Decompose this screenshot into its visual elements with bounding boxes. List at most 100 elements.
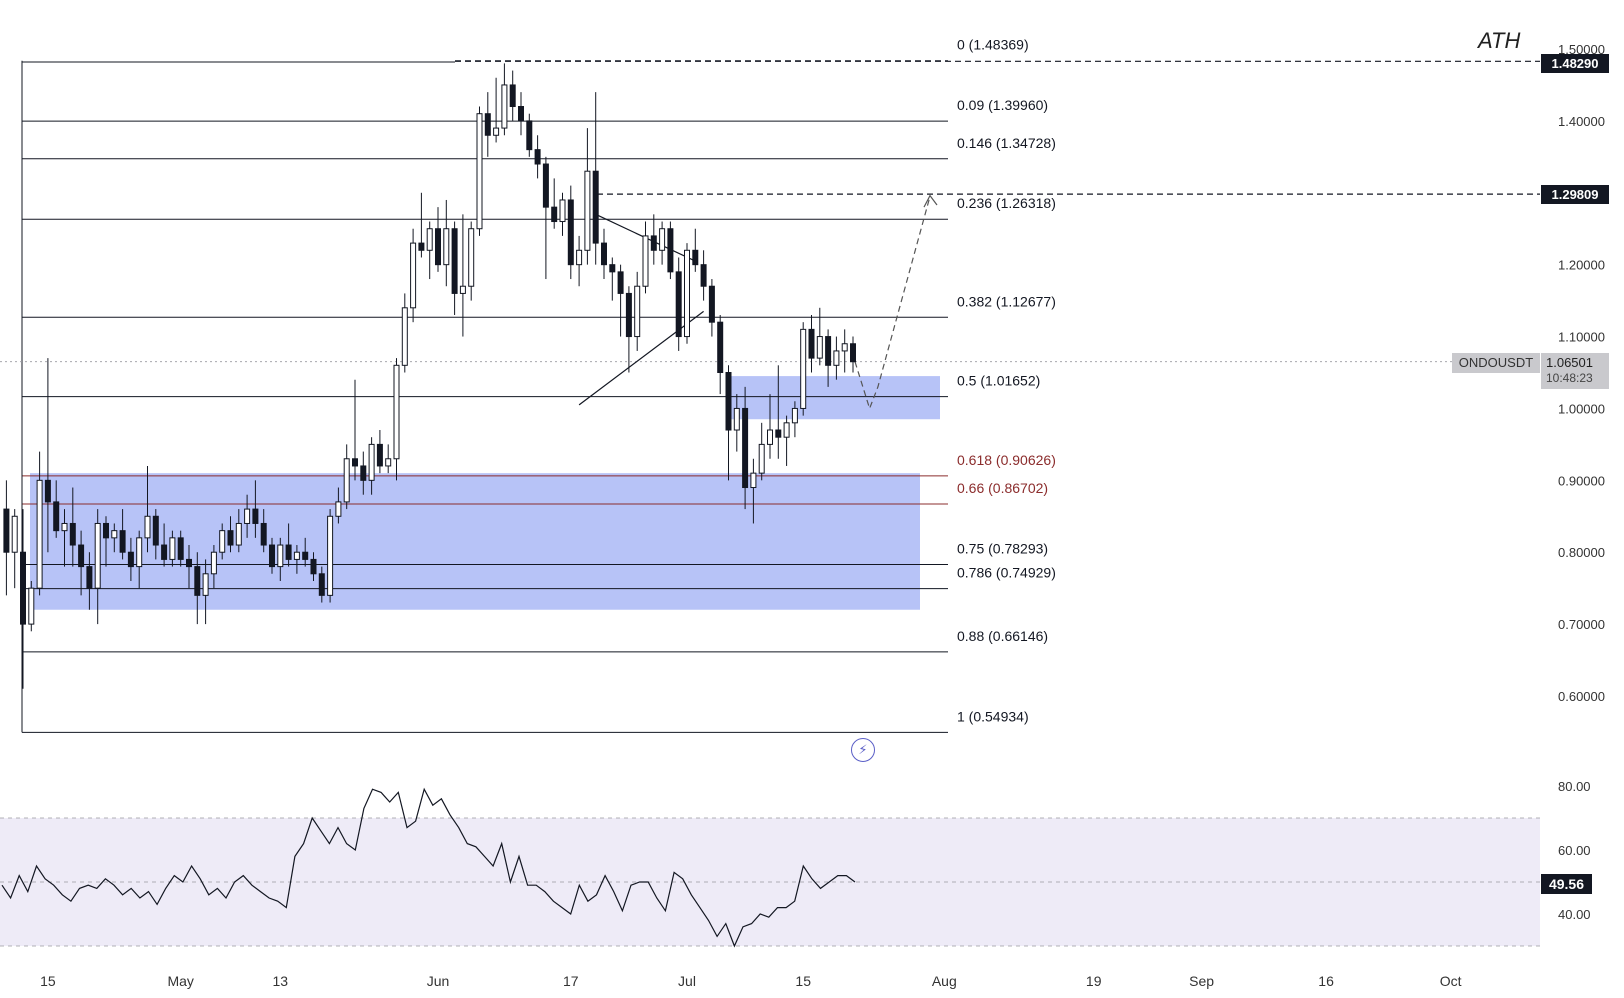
fib-label-0.236: 0.236 (1.26318) (957, 195, 1056, 211)
fib-label-0.66: 0.66 (0.86702) (957, 480, 1048, 496)
candle-body (576, 249, 583, 266)
candle (675, 257, 682, 351)
candle-body (800, 328, 807, 409)
candle (28, 580, 35, 632)
fib-label-0.146: 0.146 (1.34728) (957, 135, 1056, 151)
candle-body (509, 84, 516, 108)
candle (476, 106, 483, 236)
fibonacci-retracement[interactable]: 0 (1.48369) 0.09 (1.39960) 0.146 (1.34728)… (21, 37, 1056, 733)
candle-body (127, 551, 134, 568)
price-tick-label: 1.10000 (1558, 330, 1605, 345)
candle (393, 358, 400, 481)
candle (501, 63, 508, 136)
time-tick-label: 13 (273, 973, 289, 989)
candle-body (302, 551, 309, 560)
candle-body (775, 429, 782, 438)
candle (376, 430, 383, 474)
candle-body (526, 120, 533, 151)
candle-body (609, 264, 616, 273)
candle (202, 559, 209, 625)
candle (659, 221, 666, 265)
candle (642, 221, 649, 294)
time-tick-label: May (167, 973, 193, 989)
candle (186, 545, 192, 589)
candle (401, 293, 408, 373)
time-tick-label: Aug (932, 973, 957, 989)
fib-label-0.786: 0.786 (0.74929) (957, 565, 1056, 581)
candle-body (808, 328, 815, 359)
candle-body (293, 551, 300, 560)
candle (617, 264, 624, 337)
time-axis[interactable]: 15 May 13 Jun 17 Jul 15 Aug 19 Sep 16 Oct (40, 973, 1461, 989)
candle (758, 422, 765, 481)
time-tick-label: Jun (427, 973, 450, 989)
price-tick-label: 1.20000 (1558, 258, 1605, 273)
candle-body (227, 530, 234, 546)
candle (800, 322, 807, 416)
candle (252, 480, 259, 538)
candle (725, 365, 732, 481)
candle (44, 358, 51, 553)
lightning-icon[interactable]: ⚡ (851, 738, 875, 762)
candle (144, 465, 151, 553)
time-tick-label: 15 (40, 973, 56, 989)
candle-body (634, 285, 641, 338)
candle (152, 509, 159, 560)
candle-body (675, 271, 682, 338)
candle-body (169, 537, 176, 560)
candle-body (501, 84, 508, 129)
candle (650, 214, 657, 265)
candle (775, 365, 782, 459)
candle-body (476, 113, 483, 230)
candle-body (352, 458, 358, 467)
time-tick-label: 16 (1318, 973, 1334, 989)
candle (119, 509, 126, 560)
candle (53, 480, 60, 538)
candle (210, 545, 217, 589)
candle-body (592, 170, 599, 244)
candle (302, 537, 309, 567)
candle-body (534, 149, 541, 165)
bar-countdown: 10:48:23 (1546, 371, 1593, 385)
candle (808, 314, 815, 373)
candle-body (194, 566, 201, 596)
candle-body (335, 501, 342, 517)
candle-body (418, 242, 425, 251)
rsi-pane[interactable]: 80.00 60.00 40.00 (0, 779, 1591, 948)
time-tick-label: Sep (1189, 973, 1214, 989)
candle (343, 444, 350, 510)
candle (418, 192, 425, 258)
candle (542, 156, 549, 280)
candle (576, 235, 583, 287)
candle-body (700, 264, 707, 287)
candle (625, 286, 632, 373)
candle-body (567, 199, 574, 266)
candle (733, 394, 740, 452)
candle-body (617, 271, 624, 294)
candle-body (601, 242, 607, 266)
price-axis[interactable]: 1.50000 1.40000 1.20000 1.10000 1.00000 0.900… (1558, 42, 1605, 704)
candle (219, 523, 226, 560)
candle-body (252, 508, 259, 524)
fib-label-0.09: 0.09 (1.39960) (957, 97, 1048, 113)
candle (293, 545, 300, 574)
candle (667, 221, 674, 280)
candle-body (542, 163, 549, 208)
candle-body (186, 558, 192, 568)
candle-body (625, 292, 632, 338)
candle-body (459, 285, 466, 294)
candle (103, 516, 109, 567)
candle-body (841, 343, 848, 352)
price-tick-label: 0.60000 (1558, 689, 1605, 704)
candle-body (368, 443, 375, 481)
candle (260, 509, 267, 553)
candle-body (451, 228, 458, 294)
candle-body (410, 242, 417, 309)
candle (601, 228, 607, 280)
candle (310, 552, 317, 581)
price-tick-label: 0.90000 (1558, 473, 1605, 488)
candle-body (210, 551, 217, 575)
candle-body (44, 479, 51, 503)
